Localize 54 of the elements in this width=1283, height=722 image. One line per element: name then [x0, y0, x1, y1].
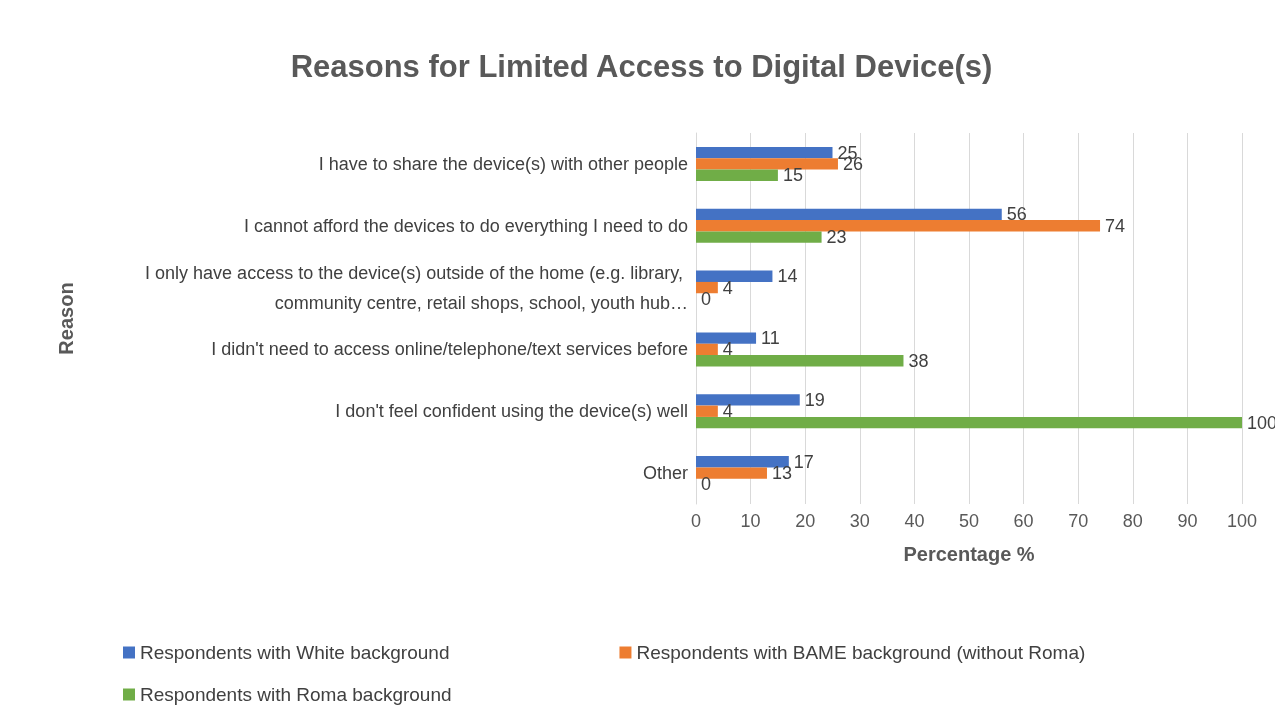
x-tick-label: 80 — [1122, 511, 1143, 531]
data-label: 4 — [722, 401, 733, 422]
data-label: 15 — [782, 165, 803, 186]
y-tick-label: I only have access to the device(s) outside of the home (e.g. library, community centre, retail shops, school, youth hub… — [145, 262, 688, 313]
data-label: 74 — [1105, 215, 1126, 236]
y-tick-label: Other — [642, 463, 688, 484]
bar — [696, 405, 718, 417]
data-label: 13 — [771, 463, 793, 484]
x-tick-label: 50 — [958, 511, 980, 531]
x-tick-label: 60 — [1013, 511, 1034, 531]
x-tick-label: 20 — [795, 511, 816, 531]
bar — [696, 416, 1242, 429]
x-tick-label: 30 — [849, 511, 870, 531]
bar — [696, 456, 789, 468]
bar — [696, 146, 833, 159]
data-label: 38 — [908, 350, 929, 371]
bar — [696, 343, 718, 356]
x-tick-label: 10 — [740, 511, 761, 531]
bar — [696, 394, 800, 406]
legend-label: Respondents with Roma background — [140, 684, 452, 705]
legend-label: Respondents with BAME background (without Roma) — [636, 642, 1086, 663]
bar — [696, 467, 767, 479]
data-label: 0 — [701, 474, 712, 495]
x-tick-label: 100 — [1226, 511, 1258, 531]
x-tick-label: 70 — [1068, 511, 1089, 531]
bar — [696, 270, 773, 282]
bar — [696, 332, 757, 344]
data-label: 4 — [722, 339, 733, 360]
y-tick-label: I cannot afford the devices to do everything I need to do — [244, 215, 688, 236]
chart-title: Reasons for Limited Access to Digital Device(s) — [290, 49, 993, 84]
bar — [696, 208, 1002, 221]
data-label: 56 — [1006, 204, 1027, 225]
y-tick-label: I have to share the device(s) with other people — [318, 153, 688, 174]
bar — [696, 355, 904, 367]
legend-label: Respondents with White background — [140, 642, 450, 663]
data-label: 0 — [701, 288, 712, 309]
bar — [696, 158, 838, 170]
data-label: 4 — [722, 277, 733, 298]
data-label: 19 — [804, 389, 825, 410]
data-label: 14 — [777, 266, 798, 287]
x-tick-label: 0 — [690, 511, 702, 531]
x-tick-label: 40 — [904, 511, 925, 531]
y-axis-title: Reason — [55, 282, 77, 355]
data-label: 23 — [826, 227, 847, 248]
x-axis-title: Percentage % — [903, 543, 1035, 565]
bar — [696, 169, 778, 181]
data-label: 11 — [761, 328, 780, 349]
y-tick-label: I don't feel confident using the device(s) well — [335, 401, 688, 422]
bar — [696, 281, 718, 294]
bar — [696, 231, 822, 243]
data-label: 17 — [793, 451, 814, 472]
x-tick-label: 90 — [1177, 511, 1198, 531]
y-tick-label: I didn't need to access online/telephone/text services before — [211, 339, 688, 360]
bar — [696, 220, 1101, 232]
